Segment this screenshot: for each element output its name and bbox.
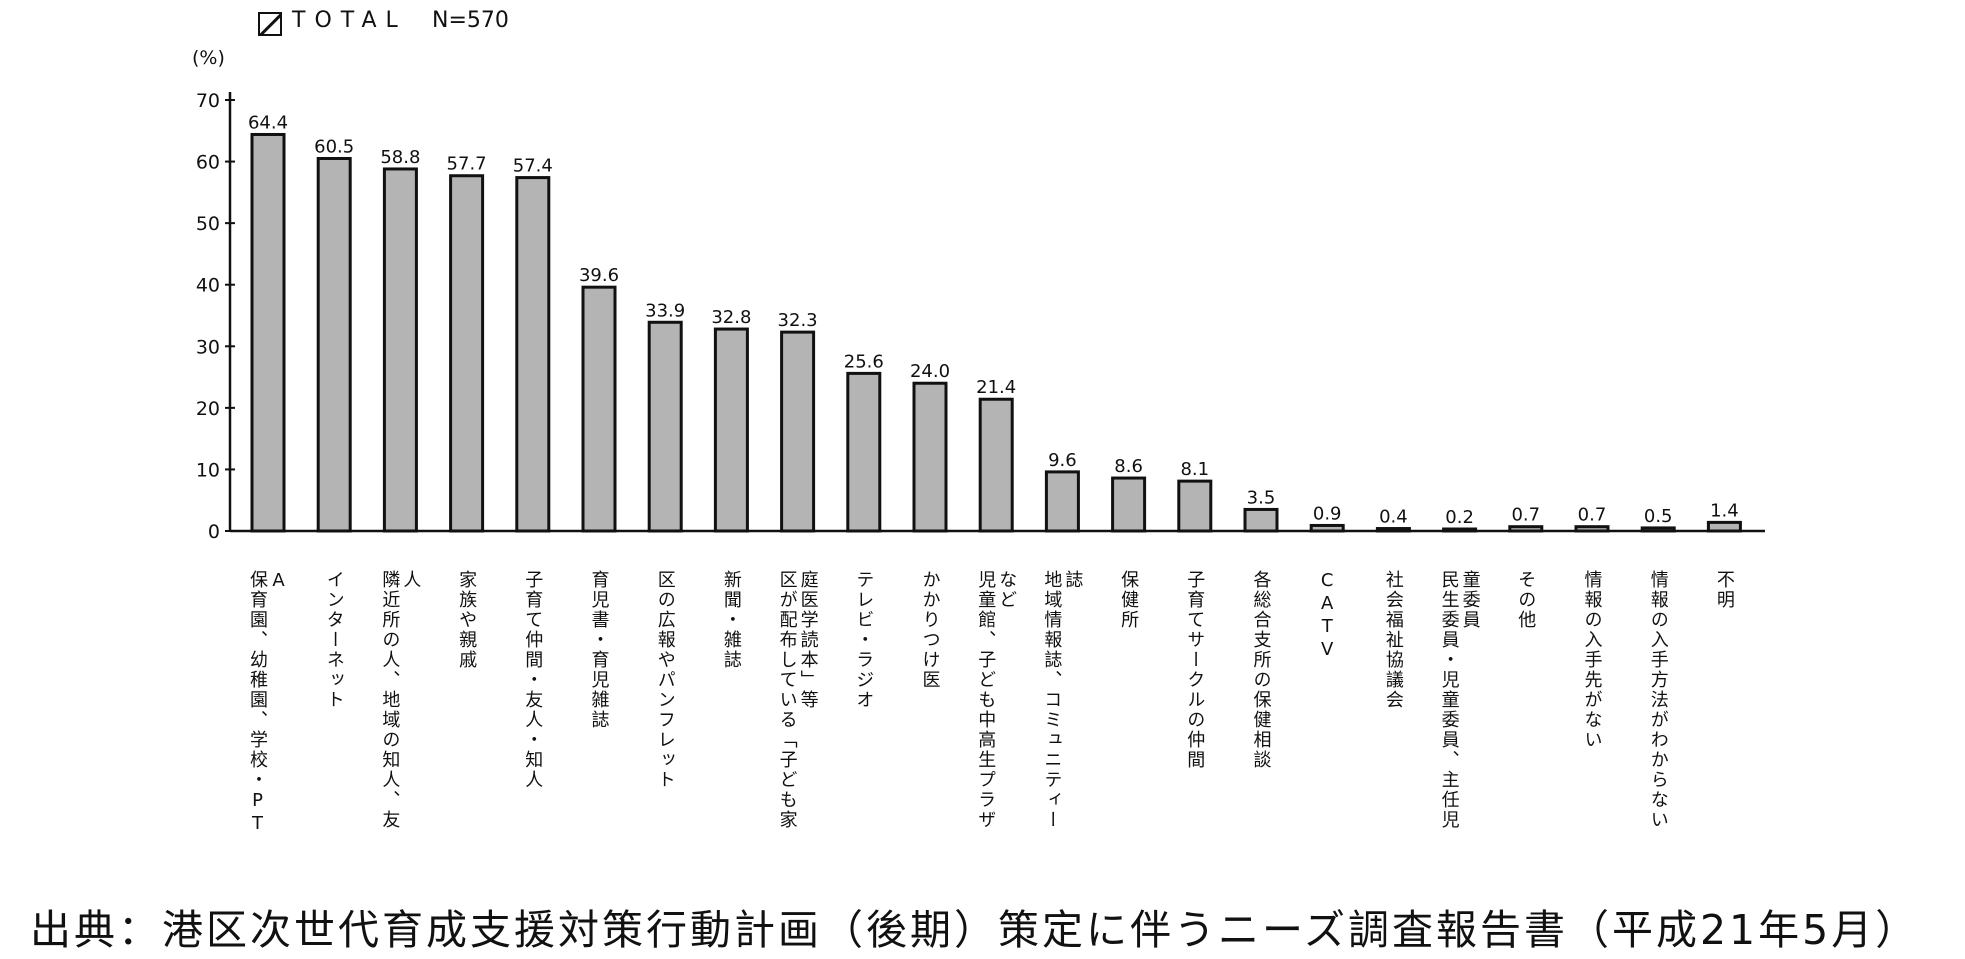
bar	[846, 371, 882, 533]
y-tick-label: 0	[208, 521, 220, 543]
data-label: 0.7	[1511, 505, 1540, 526]
data-label: 32.8	[711, 307, 751, 328]
data-label: 32.3	[778, 310, 818, 331]
bar	[1177, 479, 1213, 533]
category-label: 不明	[1714, 570, 1735, 610]
category-label: 児童館、子ども中高生プラザ	[975, 570, 996, 830]
data-label: 60.5	[314, 136, 354, 157]
bar	[1706, 520, 1742, 533]
category-label: 子育てサークルの仲間	[1184, 570, 1205, 770]
category-label: など	[996, 570, 1017, 610]
data-label: 0.9	[1313, 503, 1342, 524]
category-label: 各総合支所の保健相談	[1251, 570, 1272, 770]
category-label: テレビ・ラジオ	[853, 570, 874, 710]
data-label: 64.4	[248, 112, 288, 133]
category-label: A	[268, 570, 289, 593]
y-tick-label: 50	[196, 213, 220, 235]
data-label: 9.6	[1048, 450, 1077, 471]
bar	[912, 381, 948, 533]
data-label: 39.6	[579, 265, 619, 286]
y-tick-label: 40	[196, 275, 220, 297]
category-label: 保育園、幼稚園、学校・PT	[247, 570, 268, 836]
category-label: 地域情報誌、コミュニティー	[1041, 570, 1062, 830]
bar	[250, 132, 286, 533]
y-tick-label: 70	[196, 90, 220, 112]
y-axis-label: (%)	[192, 47, 225, 69]
category-label: インターネット	[324, 570, 345, 710]
bar	[780, 330, 816, 533]
data-label: 24.0	[910, 361, 950, 382]
data-label: 21.4	[976, 377, 1016, 398]
data-label: 0.5	[1644, 506, 1673, 527]
y-tick-label: 10	[196, 459, 220, 481]
y-tick-label: 20	[196, 398, 220, 420]
bar	[1640, 526, 1676, 533]
category-label: CATV	[1317, 570, 1338, 662]
bar	[449, 174, 485, 533]
bar	[1044, 470, 1080, 533]
category-label: その他	[1515, 570, 1536, 630]
bar	[1309, 523, 1345, 533]
bar	[978, 397, 1014, 533]
category-label: 子育て仲間・友人・知人	[522, 570, 543, 790]
data-label: 58.8	[380, 147, 420, 168]
data-label: 57.4	[513, 156, 553, 177]
bar	[382, 167, 418, 533]
category-label: 家族や親戚	[456, 570, 477, 670]
sample-size-label: N=570	[432, 8, 509, 33]
source-note: 出典：港区次世代育成支援対策行動計画（後期）策定に伴うニーズ調査報告書（平成21…	[30, 906, 1920, 954]
category-label: 童委員	[1460, 570, 1481, 630]
category-label: かかりつけ医	[920, 570, 941, 690]
y-tick-label: 30	[196, 336, 220, 358]
bar	[1574, 525, 1610, 533]
bar	[713, 327, 749, 533]
legend-label: TOTAL	[292, 8, 407, 33]
bar	[647, 320, 683, 533]
category-label: 誌	[1062, 570, 1083, 590]
bar	[316, 156, 352, 533]
data-label: 3.5	[1247, 487, 1276, 508]
category-label: 新聞・雑誌	[721, 570, 742, 670]
bar	[1442, 527, 1478, 533]
category-label: 育児書・育児雑誌	[589, 570, 610, 730]
category-label: 区の広報やパンフレット	[655, 570, 676, 790]
category-label: 区が配布している「子ども家	[777, 570, 798, 830]
data-label: 8.1	[1180, 459, 1209, 480]
data-label: 1.4	[1710, 500, 1739, 521]
data-label: 57.7	[447, 154, 487, 175]
category-label: 隣近所の人、地域の知人、友	[379, 570, 400, 830]
data-label: 0.4	[1379, 507, 1408, 528]
data-label: 8.6	[1114, 456, 1143, 477]
data-label: 33.9	[645, 300, 685, 321]
legend-swatch	[258, 12, 282, 36]
category-label: 民生委員・児童委員、主任児	[1439, 570, 1460, 830]
category-label: 情報の入手方法がわからない	[1648, 570, 1669, 830]
bar	[1111, 476, 1147, 533]
bar	[1375, 527, 1411, 533]
category-label: 保健所	[1118, 570, 1139, 630]
bar	[515, 176, 551, 533]
category-label: 庭医学読本」等	[798, 570, 819, 710]
bar-chart: (%) 0 10 20 30 40 50 60 70 64.4 保育園、幼稚園、学校・PT A 60.5…	[192, 47, 1765, 836]
bar	[581, 285, 617, 533]
data-label: 0.7	[1578, 505, 1607, 526]
category-label: 情報の入手先がない	[1582, 570, 1603, 750]
data-label: 25.6	[844, 351, 884, 372]
bar	[1508, 525, 1544, 533]
data-label: 0.2	[1445, 507, 1474, 528]
y-tick-label: 60	[196, 152, 220, 174]
category-label: 社会福祉協議会	[1383, 570, 1404, 710]
bar	[1243, 507, 1279, 533]
category-label: 人	[400, 570, 421, 590]
